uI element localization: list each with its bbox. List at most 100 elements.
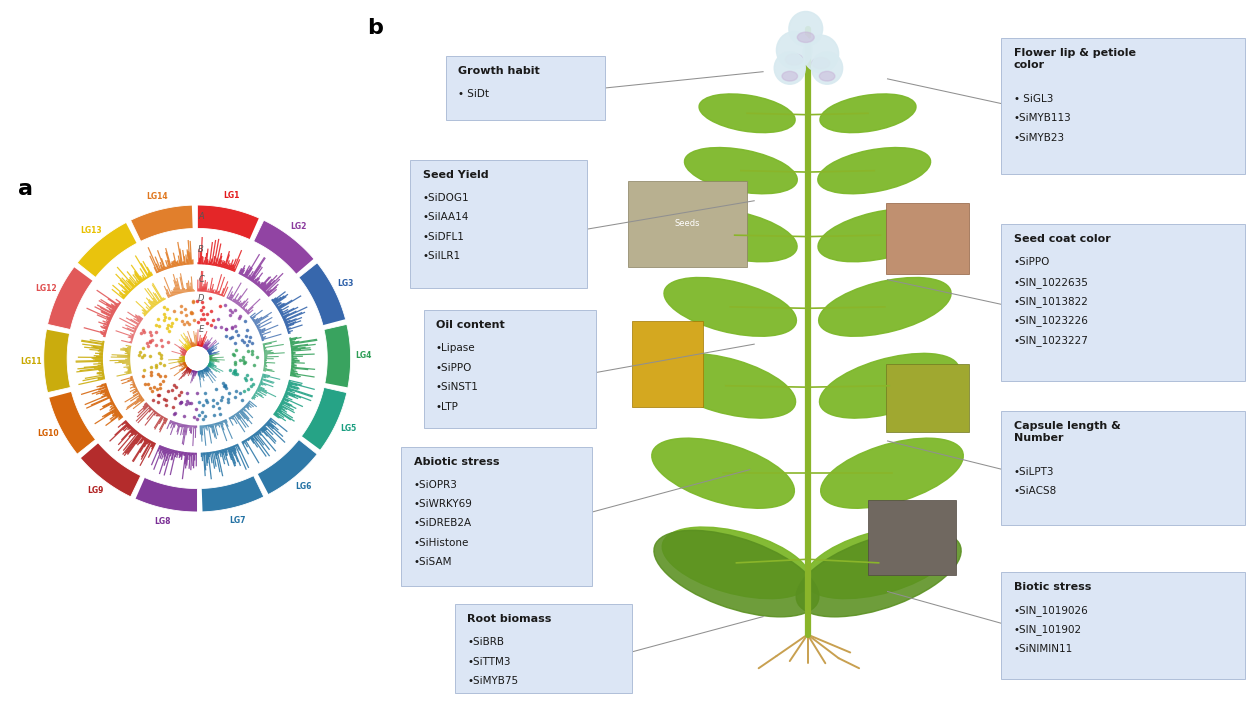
Point bbox=[210, 320, 230, 332]
FancyBboxPatch shape bbox=[1002, 411, 1244, 525]
FancyBboxPatch shape bbox=[885, 203, 969, 274]
Point bbox=[224, 368, 244, 379]
Point bbox=[238, 383, 258, 394]
Point bbox=[237, 324, 257, 336]
Point bbox=[237, 339, 257, 351]
Point bbox=[198, 397, 218, 408]
Point bbox=[133, 325, 153, 336]
Point bbox=[235, 331, 255, 342]
Point bbox=[237, 374, 257, 386]
Point bbox=[238, 346, 258, 357]
Text: •SiMYB23: •SiMYB23 bbox=[1014, 133, 1065, 143]
Ellipse shape bbox=[656, 353, 795, 418]
Point bbox=[218, 396, 238, 407]
Text: •SiIAA14: •SiIAA14 bbox=[423, 212, 470, 222]
Point bbox=[146, 339, 167, 351]
Point bbox=[222, 331, 242, 343]
Text: •SiMYB75: •SiMYB75 bbox=[467, 676, 518, 686]
Text: LG8: LG8 bbox=[155, 517, 172, 526]
Point bbox=[177, 396, 197, 407]
Polygon shape bbox=[135, 478, 197, 512]
Text: LG4: LG4 bbox=[356, 351, 372, 360]
Point bbox=[193, 301, 213, 313]
Point bbox=[165, 392, 185, 404]
Text: LG12: LG12 bbox=[35, 285, 56, 293]
Point bbox=[155, 399, 175, 411]
Point bbox=[233, 351, 253, 363]
Point bbox=[162, 318, 182, 329]
Text: LG7: LG7 bbox=[229, 516, 245, 525]
Point bbox=[151, 352, 172, 364]
Point bbox=[159, 325, 179, 336]
Polygon shape bbox=[202, 475, 264, 512]
Polygon shape bbox=[324, 324, 351, 387]
Point bbox=[224, 365, 244, 376]
Text: E: E bbox=[199, 326, 204, 334]
Ellipse shape bbox=[818, 148, 930, 194]
Point bbox=[215, 379, 235, 391]
Point bbox=[151, 335, 172, 346]
Point bbox=[215, 299, 235, 310]
Polygon shape bbox=[130, 205, 193, 242]
Point bbox=[239, 336, 259, 347]
Point bbox=[154, 360, 174, 371]
Point bbox=[244, 360, 264, 371]
Point bbox=[207, 397, 227, 409]
Point bbox=[141, 335, 162, 346]
Ellipse shape bbox=[819, 277, 952, 336]
Ellipse shape bbox=[805, 527, 953, 599]
Polygon shape bbox=[254, 220, 314, 274]
Point bbox=[154, 371, 174, 382]
Point bbox=[179, 318, 199, 330]
Point bbox=[220, 305, 240, 316]
Text: •SiWRKY69: •SiWRKY69 bbox=[413, 499, 472, 509]
Point bbox=[235, 356, 255, 367]
Point bbox=[214, 381, 234, 392]
Text: LG2: LG2 bbox=[290, 222, 307, 231]
Ellipse shape bbox=[813, 57, 830, 69]
Text: LG14: LG14 bbox=[146, 192, 168, 201]
Point bbox=[215, 323, 235, 334]
Point bbox=[232, 394, 252, 406]
Text: •SIN_1019026: •SIN_1019026 bbox=[1014, 605, 1088, 616]
Point bbox=[165, 407, 185, 419]
Text: LG6: LG6 bbox=[295, 483, 312, 491]
Point bbox=[144, 381, 164, 392]
Point bbox=[224, 349, 244, 361]
Point bbox=[242, 373, 262, 384]
Text: •SIN_1023226: •SIN_1023226 bbox=[1014, 315, 1089, 326]
Point bbox=[177, 316, 197, 328]
Point bbox=[192, 406, 212, 417]
FancyBboxPatch shape bbox=[411, 160, 587, 288]
Text: a: a bbox=[18, 179, 33, 199]
Point bbox=[203, 314, 223, 326]
Point bbox=[154, 393, 174, 404]
Point bbox=[138, 341, 158, 352]
Point bbox=[242, 348, 262, 360]
Text: D: D bbox=[198, 294, 204, 303]
Ellipse shape bbox=[664, 277, 796, 336]
Point bbox=[153, 340, 173, 351]
Point bbox=[154, 301, 174, 313]
Point bbox=[133, 343, 153, 354]
Point bbox=[143, 394, 163, 406]
Point bbox=[150, 378, 170, 389]
Text: LG10: LG10 bbox=[38, 429, 59, 438]
Ellipse shape bbox=[652, 438, 795, 508]
Text: •SIN_1013822: •SIN_1013822 bbox=[1014, 296, 1089, 307]
Ellipse shape bbox=[820, 438, 963, 508]
Point bbox=[193, 399, 213, 411]
Point bbox=[148, 383, 168, 394]
Point bbox=[209, 402, 229, 414]
Point bbox=[154, 308, 174, 320]
Point bbox=[140, 382, 160, 394]
Point bbox=[219, 333, 239, 344]
Text: •SiACS8: •SiACS8 bbox=[1014, 486, 1057, 496]
Text: •SiHistone: •SiHistone bbox=[413, 538, 470, 548]
Point bbox=[215, 382, 235, 394]
Point bbox=[145, 326, 165, 337]
Point bbox=[202, 305, 222, 317]
Point bbox=[145, 320, 165, 331]
Point bbox=[193, 308, 213, 320]
Point bbox=[194, 313, 214, 325]
